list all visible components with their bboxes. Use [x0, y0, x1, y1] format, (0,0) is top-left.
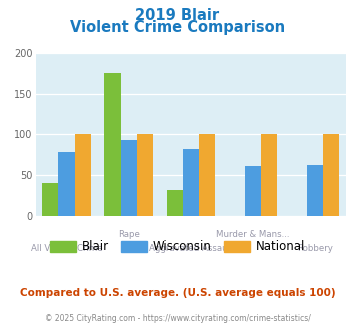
Bar	[166, 190, 183, 216]
Bar	[245, 166, 261, 216]
Bar	[75, 135, 91, 216]
Text: © 2025 CityRating.com - https://www.cityrating.com/crime-statistics/: © 2025 CityRating.com - https://www.city…	[45, 314, 310, 323]
Text: Violent Crime Comparison: Violent Crime Comparison	[70, 20, 285, 35]
Bar	[137, 135, 153, 216]
Text: Rape: Rape	[118, 230, 140, 239]
Bar	[183, 149, 199, 216]
Legend: Blair, Wisconsin, National: Blair, Wisconsin, National	[45, 236, 310, 258]
Bar	[121, 140, 137, 216]
Text: Robbery: Robbery	[297, 244, 333, 253]
Bar	[323, 135, 339, 216]
Bar	[199, 135, 215, 216]
Bar	[42, 183, 59, 216]
Bar	[261, 135, 277, 216]
Text: Aggravated Assault: Aggravated Assault	[149, 244, 233, 253]
Text: Murder & Mans...: Murder & Mans...	[216, 230, 290, 239]
Bar	[59, 152, 75, 216]
Text: All Violent Crime: All Violent Crime	[31, 244, 102, 253]
Text: 2019 Blair: 2019 Blair	[136, 8, 219, 23]
Text: Compared to U.S. average. (U.S. average equals 100): Compared to U.S. average. (U.S. average …	[20, 288, 335, 298]
Bar	[307, 165, 323, 216]
Bar	[104, 73, 121, 216]
